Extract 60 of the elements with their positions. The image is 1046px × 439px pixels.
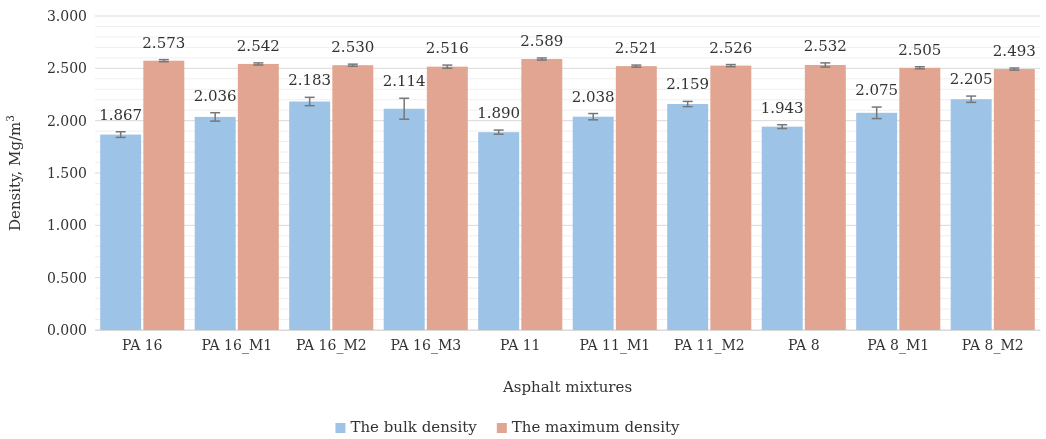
data-label: 2.542 xyxy=(236,36,280,55)
data-label: 2.205 xyxy=(949,70,993,89)
x-axis-title: Asphalt mixtures xyxy=(501,378,633,396)
data-label: 2.114 xyxy=(382,72,426,91)
bar xyxy=(100,134,142,330)
data-label: 2.526 xyxy=(709,38,753,57)
x-tick-label: PA 16_M1 xyxy=(201,336,273,354)
x-tick-label: PA 11 xyxy=(499,336,541,353)
y-tick-label: 2.500 xyxy=(46,60,87,77)
data-label: 2.183 xyxy=(288,71,332,90)
data-label: 2.075 xyxy=(855,81,899,100)
y-tick-label: 1.000 xyxy=(46,217,87,234)
bar xyxy=(804,64,846,330)
bar xyxy=(521,59,563,330)
y-tick-label: 0.000 xyxy=(46,321,87,338)
legend-label: The maximum density xyxy=(511,418,681,436)
bar xyxy=(194,116,236,330)
data-label: 2.159 xyxy=(666,75,710,94)
y-tick-label: 0.500 xyxy=(46,269,87,286)
bar xyxy=(383,108,425,330)
data-label: 1.867 xyxy=(99,105,143,124)
data-label: 2.532 xyxy=(803,36,847,55)
data-label: 2.505 xyxy=(898,40,942,59)
x-tick-label: PA 8 xyxy=(787,336,820,353)
bar xyxy=(950,99,992,330)
bar xyxy=(856,112,898,330)
x-tick-label: PA 16_M3 xyxy=(390,336,462,354)
x-tick-label: PA 16_M2 xyxy=(295,336,367,354)
data-label: 2.038 xyxy=(571,87,615,106)
y-tick-label: 1.500 xyxy=(46,164,87,181)
x-tick-label: PA 16 xyxy=(121,336,163,353)
data-label: 2.493 xyxy=(992,42,1036,61)
bar xyxy=(332,65,374,330)
bar xyxy=(426,66,468,330)
data-label: 1.890 xyxy=(477,104,521,123)
bar xyxy=(761,126,803,330)
bar xyxy=(478,132,520,330)
data-label: 2.036 xyxy=(193,86,237,105)
bar xyxy=(143,60,185,330)
x-tick-label: PA 11_M2 xyxy=(673,336,745,354)
bar xyxy=(289,101,331,330)
bar xyxy=(899,67,941,330)
bar xyxy=(237,63,279,330)
data-label: 2.516 xyxy=(425,39,469,58)
legend-label: The bulk density xyxy=(350,418,478,436)
data-label: 2.530 xyxy=(331,38,375,57)
bar xyxy=(993,69,1035,330)
data-label: 1.943 xyxy=(760,98,804,117)
y-tick-label: 3.000 xyxy=(46,7,87,24)
x-tick-label: PA 8_M1 xyxy=(867,336,930,354)
bar xyxy=(710,65,752,330)
bar xyxy=(615,66,657,330)
bar xyxy=(572,116,614,330)
y-tick-label: 2.000 xyxy=(46,112,87,129)
x-tick-label: PA 11_M1 xyxy=(579,336,651,354)
data-label: 2.573 xyxy=(142,33,186,52)
bar xyxy=(667,104,709,330)
data-label: 2.521 xyxy=(614,39,658,58)
x-tick-label: PA 8_M2 xyxy=(961,336,1024,354)
data-label: 2.589 xyxy=(520,31,564,50)
